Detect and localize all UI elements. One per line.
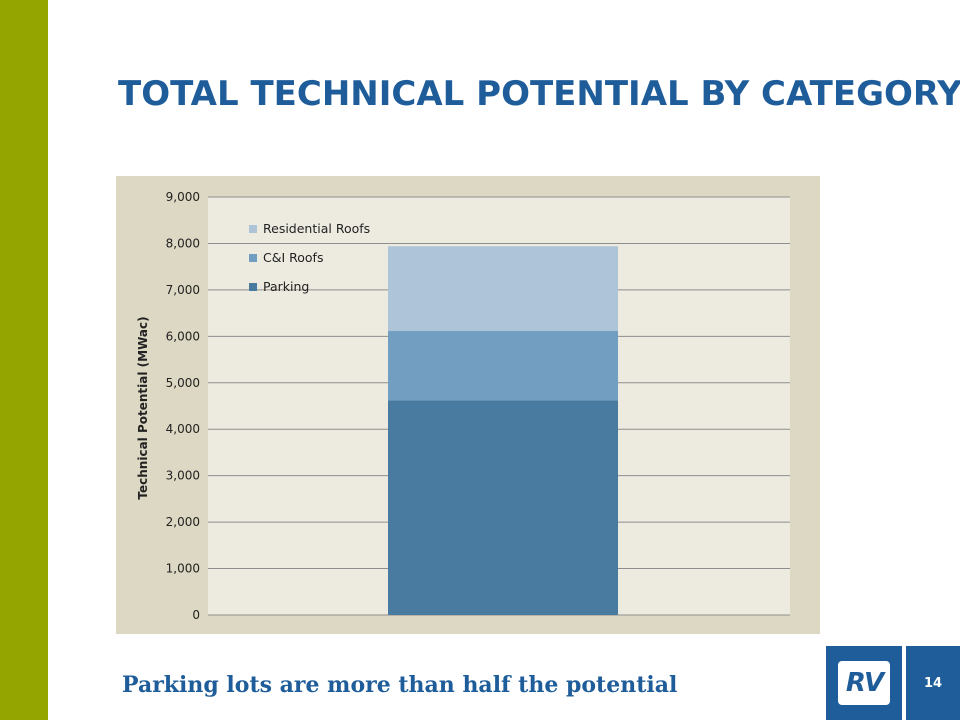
bar-segment-residential-roofs <box>388 246 618 331</box>
logo-mark: RV <box>838 661 890 705</box>
y-tick-label: 7,000 <box>166 283 200 297</box>
y-tick-label: 6,000 <box>166 329 200 343</box>
page-number: 14 <box>923 676 943 691</box>
accent-bar <box>0 0 48 720</box>
page-number-box: 14 <box>906 646 960 720</box>
y-tick-label: 3,000 <box>166 469 200 483</box>
y-tick-label: 2,000 <box>166 515 200 529</box>
legend-label: Parking <box>263 279 309 294</box>
legend-swatch <box>249 254 257 262</box>
slide-subtitle: Parking lots are more than half the pote… <box>122 672 678 698</box>
legend-swatch <box>249 283 257 291</box>
y-tick-label: 1,000 <box>166 562 200 576</box>
stacked-bar-chart: 0 1,000 2,000 3,000 4,000 5,000 6,000 7,000 8,00… <box>136 190 790 622</box>
y-tick-label: 0 <box>192 608 200 622</box>
y-tick-label: 4,000 <box>166 422 200 436</box>
legend-label: Residential Roofs <box>263 221 370 236</box>
bar-segment-c-i-roofs <box>388 330 618 401</box>
legend-swatch <box>249 225 257 233</box>
y-tick-label: 9,000 <box>166 190 200 204</box>
y-tick-label: 8,000 <box>166 236 200 250</box>
y-axis-label: Technical Potential (MWac) <box>136 316 150 499</box>
slide-title: TOTAL TECHNICAL POTENTIAL BY CATEGORY <box>118 74 960 114</box>
y-tick-label: 5,000 <box>166 376 200 390</box>
legend-label: C&I Roofs <box>263 250 323 265</box>
chart-area: 0 1,000 2,000 3,000 4,000 5,000 6,000 7,000 8,00… <box>116 176 820 634</box>
company-logo: RV <box>826 646 902 720</box>
bar-segment-parking <box>388 400 618 615</box>
